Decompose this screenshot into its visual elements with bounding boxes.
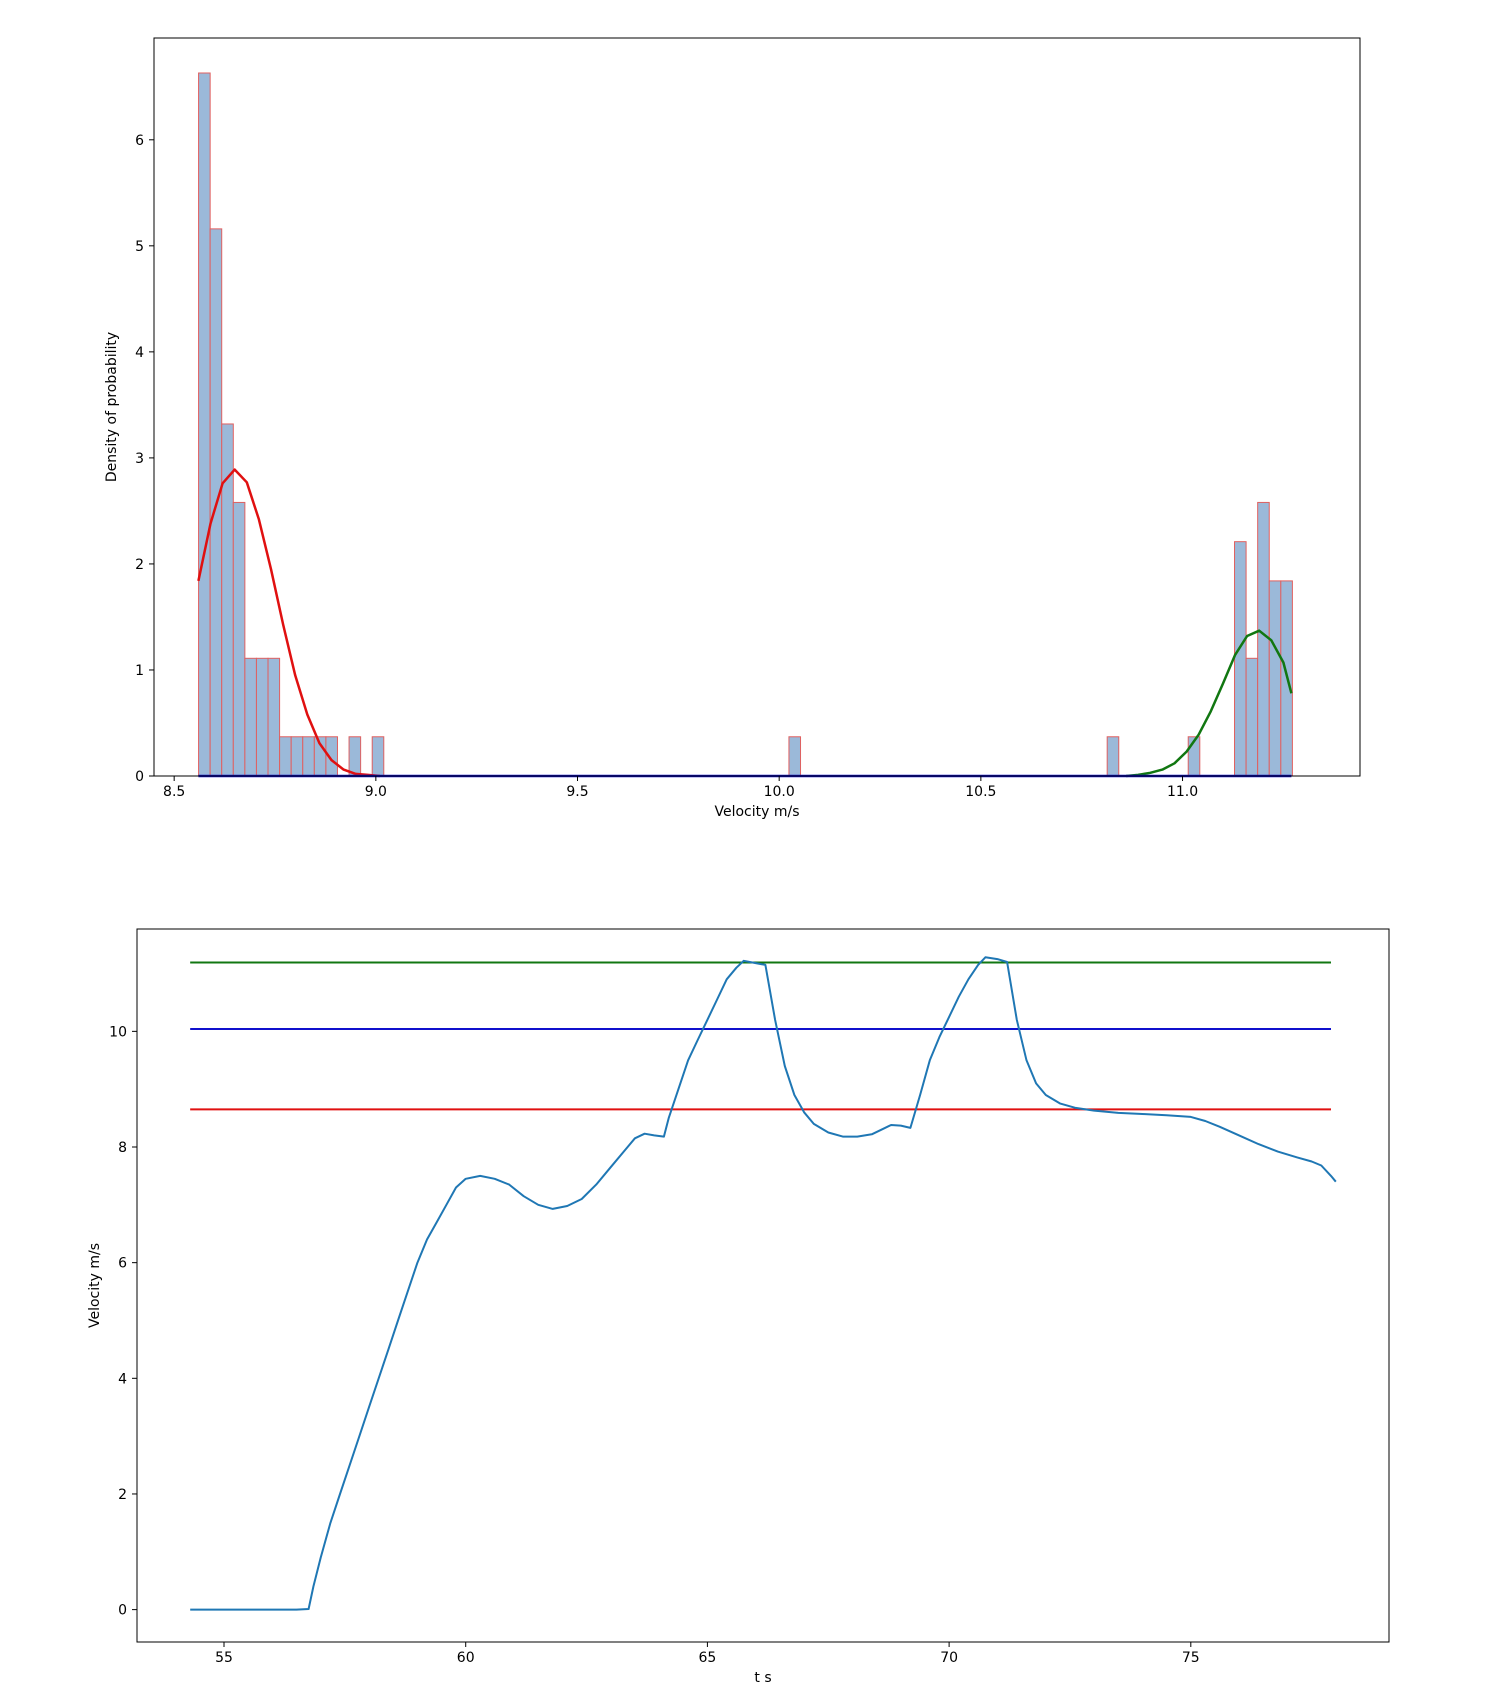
histogram-bars: [198, 72, 1293, 777]
y-tick-label: 3: [135, 451, 144, 467]
histogram-bar: [255, 657, 269, 777]
fitted-curves: [197, 468, 1293, 778]
y-axis-label: Velocity m/s: [87, 1243, 103, 1328]
y-tick-label: 0: [118, 1603, 127, 1619]
histogram-bar: [1245, 657, 1259, 777]
histogram-bar: [244, 657, 257, 777]
fit-curve-line: [1125, 629, 1293, 778]
x-tick-label: 65: [698, 1650, 716, 1666]
y-tick-label: 0: [135, 769, 144, 785]
velocity-series: [190, 956, 1337, 1611]
y-tick-label: 10: [109, 1024, 127, 1040]
y-tick-label: 4: [118, 1371, 127, 1387]
x-tick-label: 9.5: [566, 784, 588, 800]
histogram-chart: 8.5 9.0 9.5 10.0 10.5 11.0 0 1 2 3 4 5 6 Velocity m…: [104, 37, 1361, 820]
histogram-bar: [198, 72, 211, 777]
fit-curve-line: [197, 468, 381, 778]
x-tick-label: 8.5: [163, 784, 185, 800]
x-tick-label: 9.0: [365, 784, 387, 800]
x-axis-ticks: 8.5 9.0 9.5 10.0 10.5 11.0: [163, 776, 1198, 800]
x-tick-label: 10.0: [764, 784, 795, 800]
y-tick-label: 5: [135, 239, 144, 255]
histogram-bar: [1106, 736, 1120, 777]
x-axis-label: Velocity m/s: [714, 804, 799, 820]
histogram-bar: [290, 736, 304, 777]
histogram-bar: [302, 736, 315, 777]
histogram-bar: [788, 736, 802, 777]
histogram-bar: [1234, 541, 1247, 777]
histogram-bar: [1257, 501, 1270, 777]
y-tick-label: 6: [118, 1256, 127, 1272]
x-tick-label: 11.0: [1167, 784, 1198, 800]
y-tick-label: 1: [135, 663, 144, 679]
plot-area-frame: [153, 37, 1361, 777]
histogram-bar: [279, 736, 292, 777]
velocity-time-chart: 55 60 65 70 75 0 2 4 6 8 10 t s Velocity m/s: [87, 928, 1390, 1682]
y-tick-label: 2: [118, 1487, 127, 1503]
histogram-bar: [1268, 580, 1282, 777]
histogram-bar: [371, 736, 385, 777]
velocity-line: [190, 956, 1337, 1611]
x-tick-label: 75: [1182, 1650, 1200, 1666]
y-tick-label: 8: [118, 1140, 127, 1156]
y-tick-label: 4: [135, 345, 144, 361]
y-axis-label: Density of probability: [104, 332, 120, 482]
plot-area-frame: [136, 928, 1390, 1643]
y-tick-label: 6: [135, 133, 144, 149]
y-axis-ticks: 0 2 4 6 8 10: [109, 1024, 137, 1619]
histogram-bar: [232, 501, 246, 777]
x-axis-ticks: 55 60 65 70 75: [215, 1642, 1200, 1666]
x-tick-label: 10.5: [965, 784, 996, 800]
histogram-bar: [348, 736, 362, 777]
y-tick-label: 2: [135, 557, 144, 573]
x-tick-label: 55: [215, 1650, 233, 1666]
y-axis-ticks: 0 1 2 3 4 5 6: [135, 133, 154, 785]
reference-lines: [190, 961, 1331, 1111]
x-axis-label: t s: [754, 1670, 771, 1682]
x-tick-label: 70: [940, 1650, 958, 1666]
histogram-bar: [267, 657, 281, 777]
x-tick-label: 60: [457, 1650, 475, 1666]
